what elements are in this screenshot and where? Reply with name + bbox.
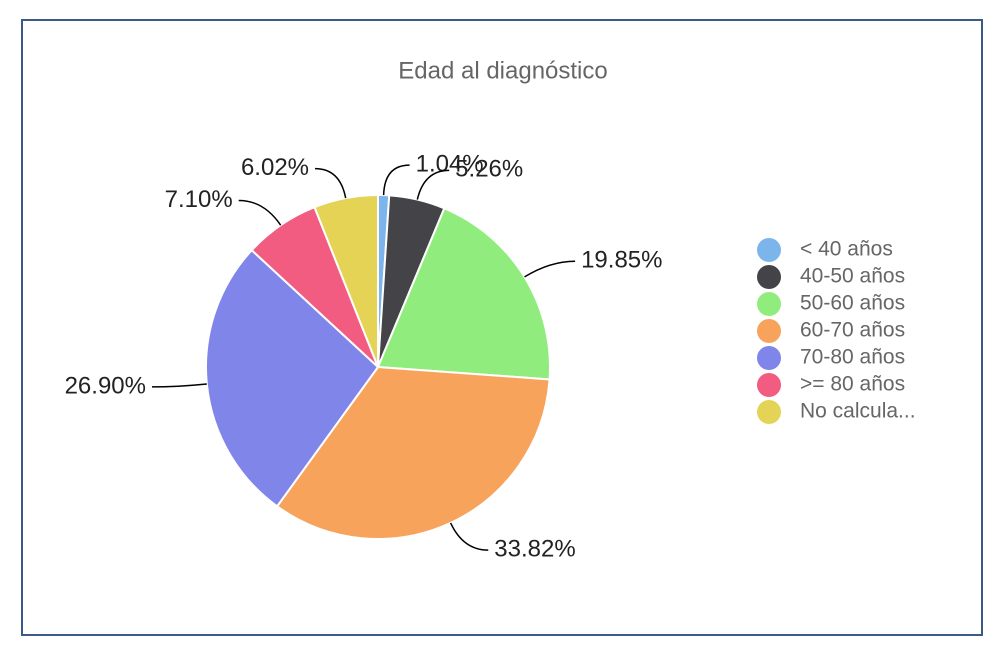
data-label: 6.02% — [241, 154, 309, 181]
legend-label: 50-60 años — [800, 292, 905, 315]
data-label: 1.04% — [416, 150, 484, 177]
data-label: 7.10% — [165, 186, 233, 213]
label-connector — [416, 169, 450, 200]
data-label: 5.26% — [455, 156, 523, 183]
data-label: 33.82% — [494, 535, 575, 562]
data-label: 19.85% — [581, 247, 662, 274]
pie-slice — [313, 193, 379, 368]
legend-marker — [757, 346, 781, 370]
legend-label: >= 80 años — [800, 373, 905, 396]
label-connector — [151, 383, 207, 388]
legend-marker — [757, 373, 781, 397]
legend-marker — [757, 319, 781, 343]
label-connector — [382, 164, 410, 196]
pie-slice — [376, 206, 551, 381]
data-label: 26.90% — [65, 372, 146, 399]
legend-marker — [757, 238, 781, 262]
legend-marker — [757, 265, 781, 289]
chart-title: Edad al diagnóstico — [398, 57, 607, 84]
label-connector — [449, 522, 489, 551]
legend-label: 60-70 años — [800, 319, 905, 342]
legend-label: 70-80 años — [800, 346, 905, 369]
legend-marker — [757, 292, 781, 316]
label-connector — [524, 260, 576, 278]
pie-slice — [205, 248, 380, 508]
pie-slice — [275, 365, 551, 540]
legend-label: 40-50 años — [800, 265, 905, 288]
label-connector — [315, 167, 347, 199]
legend-label: No calcula... — [800, 400, 916, 423]
label-connector — [238, 199, 282, 226]
legend-label: < 40 años — [800, 238, 893, 261]
legend-marker — [757, 400, 781, 424]
